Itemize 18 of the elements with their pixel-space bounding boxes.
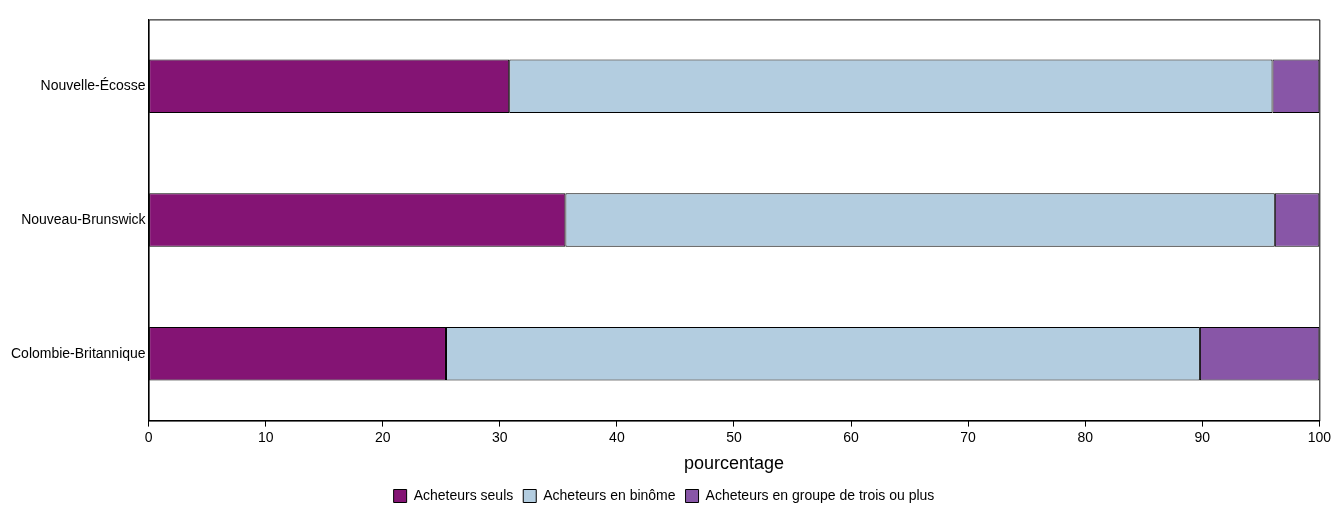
x-tick-label: 70: [960, 428, 977, 445]
x-tick-label: 10: [257, 428, 274, 445]
x-tick-label: 40: [609, 428, 625, 445]
y-tick-label: Nouveau-Brunswick: [21, 210, 147, 227]
x-tick-label: 30: [492, 428, 508, 445]
x-tick-label: 50: [726, 428, 742, 445]
legend-label: Acheteurs en groupe de trois ou plus: [705, 486, 935, 503]
x-axis-title: pourcentage: [683, 453, 785, 474]
legend-label: Acheteurs en binôme: [543, 486, 676, 503]
x-tick-label: 100: [1307, 428, 1332, 445]
y-tick-label: Nouvelle-Écosse: [40, 77, 146, 94]
legend-label: Acheteurs seuls: [413, 486, 514, 503]
x-tick-label: 20: [374, 428, 391, 445]
x-tick-label: 0: [144, 428, 153, 445]
y-tick-label: Colombie-Britannique: [10, 344, 146, 361]
x-tick-label: 90: [1194, 428, 1211, 445]
x-tick-label: 60: [843, 428, 860, 445]
x-tick-label: 80: [1077, 428, 1094, 445]
